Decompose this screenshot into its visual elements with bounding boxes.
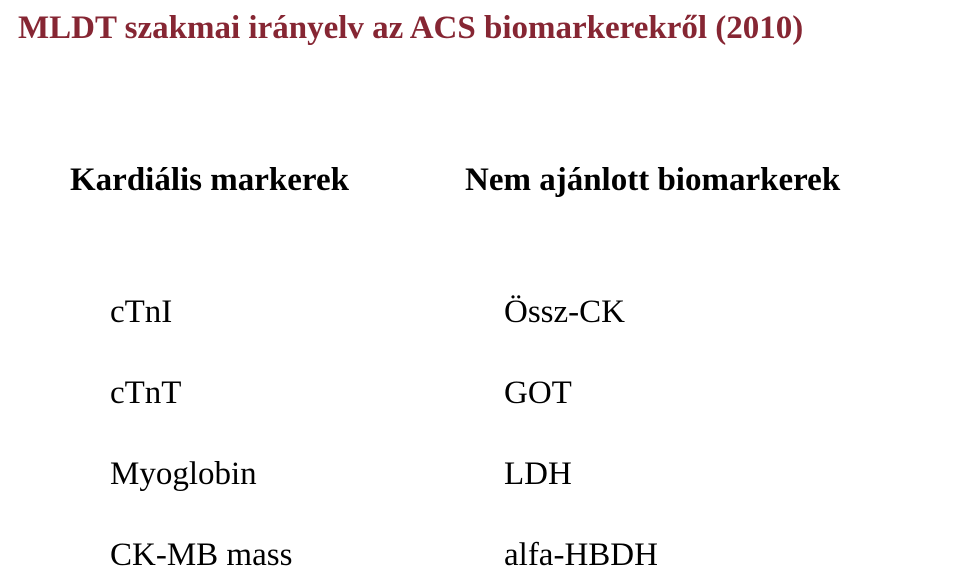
- list-item: CK-MB mass: [110, 537, 292, 574]
- list-item: cTnI: [110, 294, 172, 331]
- list-item: cTnT: [110, 375, 181, 412]
- page-title: MLDT szakmai irányelv az ACS biomarkerek…: [18, 10, 803, 47]
- list-item: LDH: [504, 456, 572, 493]
- list-item: Myoglobin: [110, 456, 257, 493]
- list-item: Össz-CK: [504, 294, 625, 331]
- column-header-right: Nem ajánlott biomarkerek: [465, 162, 840, 199]
- column-header-left: Kardiális markerek: [70, 162, 349, 199]
- list-item: GOT: [504, 375, 572, 412]
- list-item: alfa-HBDH: [504, 537, 658, 574]
